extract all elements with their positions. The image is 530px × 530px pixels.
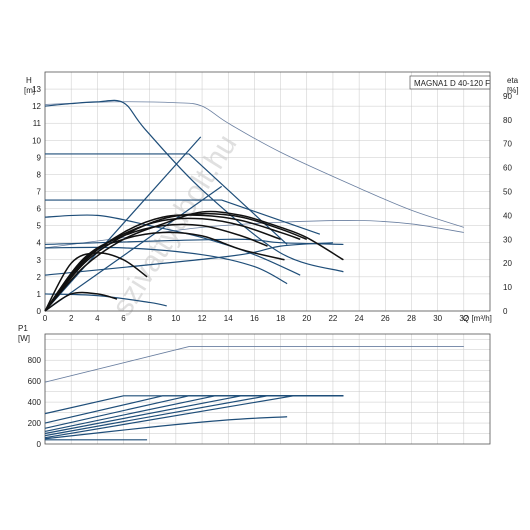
- power-tick-labels: 0 200 400 600 800: [28, 356, 42, 449]
- eta-tick-label: 30: [503, 235, 512, 244]
- chart-title: MAGNA1 D 40-120 F: [414, 79, 490, 88]
- flow-tick-label: 2: [69, 314, 74, 323]
- eta-axis-unit: [%]: [507, 86, 519, 95]
- head-series-curve-line-8: [44, 136, 202, 312]
- flow-axis-label: Q [m³/h]: [463, 314, 492, 323]
- head-series-eta-line-18: [44, 252, 148, 312]
- flow-tick-label: 0: [43, 314, 48, 323]
- head-series-curve-line-2: [44, 99, 344, 273]
- head-series-eta-line-19: [44, 291, 118, 312]
- flow-tick-label: 26: [381, 314, 390, 323]
- eta-tick-label: 90: [503, 92, 512, 101]
- eta-tick-label: 40: [503, 211, 512, 220]
- head-tick-label: 1: [37, 290, 42, 299]
- flow-tick-label: 6: [121, 314, 126, 323]
- head-series-curve-line-6: [44, 246, 288, 285]
- head-tick-label: 4: [37, 239, 42, 248]
- head-series-curve-line-3: [45, 153, 288, 245]
- head-series-layer: [44, 99, 464, 312]
- head-series-eta-line-14: [44, 214, 301, 312]
- flow-tick-label: 4: [95, 314, 100, 323]
- head-tick-label: 9: [37, 153, 42, 162]
- head-tick-label: 3: [37, 256, 42, 265]
- head-series-eta-line-17: [44, 231, 285, 312]
- eta-tick-label: 0: [503, 307, 508, 316]
- flow-tick-label: 14: [224, 314, 233, 323]
- head-tick-label: 8: [37, 170, 42, 179]
- power-series-line-8: [44, 416, 288, 440]
- eta-tick-label: 80: [503, 116, 512, 125]
- head-tick-labels: 0 2 4 6 8 10 12 14 16 18 20 22 24 26 28 30 3201234567891…: [32, 85, 512, 323]
- power-tick-label: 600: [28, 377, 42, 386]
- power-axis-unit: [W]: [18, 334, 30, 343]
- power-series-line-7: [44, 395, 344, 439]
- head-tick-label: 13: [32, 85, 41, 94]
- head-series-curve-line-9: [44, 185, 223, 312]
- flow-tick-label: 18: [276, 314, 285, 323]
- head-series-light-line-0: [44, 101, 464, 228]
- head-tick-label: 7: [37, 188, 42, 197]
- eta-tick-label: 50: [503, 188, 512, 197]
- head-tick-label: 6: [37, 205, 42, 214]
- head-tick-label: 10: [32, 136, 41, 145]
- flow-tick-label: 20: [302, 314, 311, 323]
- head-tick-label: 5: [37, 222, 42, 231]
- flow-tick-label: 22: [328, 314, 337, 323]
- head-axis-label: H: [26, 76, 32, 85]
- head-series-eta-line-12: [44, 210, 344, 312]
- eta-axis-label: eta: [507, 76, 519, 85]
- flow-tick-label: 24: [355, 314, 364, 323]
- flow-tick-label: 16: [250, 314, 259, 323]
- head-tick-label: 0: [37, 307, 42, 316]
- head-series-curve-line-11: [44, 242, 333, 276]
- flow-tick-label: 30: [433, 314, 442, 323]
- power-tick-label: 200: [28, 419, 42, 428]
- head-series-curve-line-4: [45, 199, 321, 235]
- head-tick-label: 11: [33, 119, 42, 128]
- head-grid: [44, 72, 490, 312]
- head-tick-label: 2: [37, 273, 42, 282]
- head-series-eta-line-15: [44, 217, 281, 312]
- power-plot-frame: [44, 333, 491, 445]
- flow-tick-label: 32: [459, 314, 468, 323]
- power-tick-label: 800: [28, 356, 42, 365]
- flow-tick-label: 10: [171, 314, 180, 323]
- power-axis-label: P1: [18, 324, 28, 333]
- head-plot-frame: [44, 71, 491, 312]
- power-series-layer: [44, 346, 464, 441]
- chart-title-box: [409, 75, 491, 90]
- flow-tick-label: 12: [198, 314, 207, 323]
- head-series-light-line-1: [44, 220, 464, 249]
- head-axis-unit: [m]: [24, 86, 35, 95]
- eta-tick-label: 20: [503, 259, 512, 268]
- head-tick-label: 12: [32, 102, 41, 111]
- flow-tick-label: 8: [147, 314, 152, 323]
- eta-tick-label: 10: [503, 283, 512, 292]
- power-tick-label: 0: [37, 440, 42, 449]
- power-grid: [44, 334, 490, 444]
- power-series-line-4: [44, 395, 344, 433]
- eta-tick-label: 60: [503, 164, 512, 173]
- power-tick-label: 400: [28, 398, 42, 407]
- power-series-line-0: [44, 346, 464, 383]
- eta-tick-label: 70: [503, 140, 512, 149]
- head-series-curve-line-5: [44, 214, 301, 276]
- flow-tick-label: 28: [407, 314, 416, 323]
